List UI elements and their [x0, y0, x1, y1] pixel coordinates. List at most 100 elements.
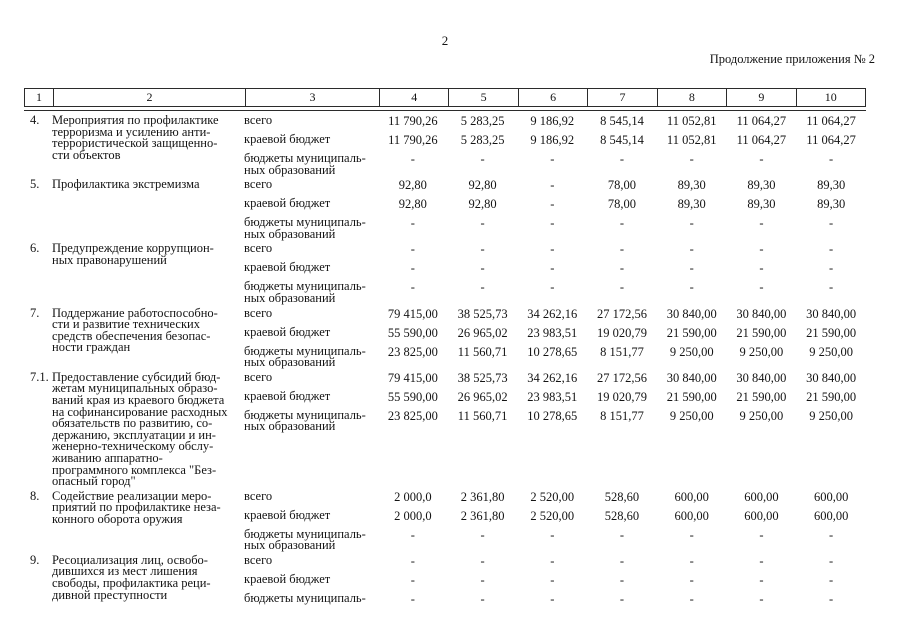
value-cell: 600,00 — [744, 489, 779, 504]
value-cell: 11 790,26 — [388, 114, 438, 128]
value-cell: 30 840,00 — [736, 370, 787, 385]
value-cell: 30 840,00 — [806, 370, 857, 385]
column-header: 7 — [587, 89, 656, 106]
value-cell: 9 250,00 — [669, 408, 714, 423]
value-cell: 79 415,00 — [387, 306, 438, 321]
value-cell: 5 283,25 — [460, 133, 505, 147]
row-title: Предупреждение коррупцион- ных правонару… — [52, 241, 214, 267]
value-cell: - — [480, 216, 485, 231]
budget-type-label: краевой бюджет — [244, 196, 331, 211]
budget-lines: всего 79 415,00 38 525,73 34 262,16 27 172,5… — [244, 305, 866, 369]
value-cell: 21 590,00 — [666, 325, 717, 340]
table-row: 7. Поддержание работоспособно- сти и разв… — [24, 305, 866, 369]
value-cell: 600,00 — [813, 489, 849, 504]
value-cell: 600,00 — [674, 508, 709, 523]
row-number: 6. — [30, 241, 40, 256]
value-cell: 19 020,79 — [596, 389, 647, 404]
value-cell: - — [480, 152, 485, 166]
budget-type-label: краевой бюджет — [244, 507, 331, 522]
row-number: 8. — [30, 488, 40, 503]
value-cell: - — [550, 178, 555, 193]
budget-type-label: краевой бюджет — [244, 260, 331, 275]
value-cell: 92,80 — [398, 178, 427, 193]
value-cell: - — [550, 280, 555, 295]
table-header-underline — [24, 109, 866, 111]
value-cell: 89,30 — [677, 178, 706, 193]
value-cell: 9 250,00 — [809, 344, 854, 359]
budget-line: всего 79 415,00 38 525,73 34 262,16 27 172,5… — [244, 370, 866, 391]
value-cell: 11 064,27 — [806, 133, 856, 147]
row-title: Профилактика экстремизма — [52, 177, 200, 192]
value-cell: 2 520,00 — [530, 489, 575, 504]
value-cell: - — [619, 280, 625, 295]
row-title: Содействие реализации меро- приятий по п… — [52, 488, 221, 526]
value-cell: - — [829, 242, 834, 257]
budget-lines: всего - - - - - - - краевой бюджет - - - - - - - бюджеты… — [244, 553, 866, 612]
value-cell: - — [410, 216, 415, 231]
value-cell: - — [619, 152, 625, 166]
budget-type-label: бюджеты муниципаль- ных образований — [244, 151, 366, 177]
value-cell: 38 525,73 — [457, 306, 508, 321]
value-cell: - — [480, 572, 485, 587]
budget-lines: всего 79 415,00 38 525,73 34 262,16 27 172,5… — [244, 370, 866, 488]
budget-type-label: всего — [244, 488, 273, 503]
value-cell: 92,80 — [468, 178, 497, 193]
budget-type-label: всего — [244, 305, 273, 320]
budget-type-label: всего — [244, 241, 273, 256]
budget-line: краевой бюджет 55 590,00 26 965,02 23 983,5… — [244, 389, 866, 410]
budget-line: всего 79 415,00 38 525,73 34 262,16 27 172,5… — [244, 305, 866, 327]
value-cell: 89,30 — [747, 197, 776, 212]
value-cell: 89,30 — [747, 178, 776, 193]
value-cell: - — [829, 261, 834, 276]
value-cell: 92,80 — [468, 197, 497, 212]
row-title: Поддержание работоспособно- сти и развит… — [52, 305, 218, 355]
column-header: 6 — [517, 89, 587, 106]
budget-line: бюджеты муниципаль- - - - - - - - — [244, 591, 866, 612]
budget-lines: всего 92,80 92,80 - 78,00 89,30 89,30 89,30 крае… — [244, 177, 866, 241]
value-cell: - — [829, 280, 834, 295]
budget-line: краевой бюджет - - - - - - - — [244, 572, 866, 593]
value-cell: - — [550, 553, 555, 568]
value-cell: - — [829, 527, 834, 542]
column-header: 5 — [448, 89, 517, 106]
row-number: 5. — [30, 177, 40, 192]
value-cell: 600,00 — [744, 508, 779, 523]
continuation-note: Продолжение приложения № 2 — [709, 52, 875, 66]
budget-type-label: бюджеты муниципаль- ных образований — [244, 215, 366, 241]
value-cell: - — [759, 572, 764, 587]
budget-line: бюджеты муниципаль- ных образований - - - - -… — [244, 151, 866, 177]
value-cell: - — [619, 261, 625, 276]
value-cell: 9 186,92 — [530, 133, 575, 147]
value-cell: - — [480, 261, 485, 276]
value-cell: - — [550, 216, 555, 231]
value-cell: 30 840,00 — [736, 306, 787, 321]
value-cell: - — [550, 591, 555, 606]
value-cell: 528,60 — [604, 508, 640, 523]
value-cell: 8 545,14 — [600, 133, 644, 147]
value-cell: - — [829, 152, 834, 166]
table-row: 8. Содействие реализации меро- приятий по… — [24, 488, 866, 553]
budget-line: всего 11 790,26 5 283,25 9 186,92 8 545,14 11… — [244, 114, 866, 134]
value-cell: 11 560,71 — [457, 408, 508, 423]
budget-line: краевой бюджет 55 590,00 26 965,02 23 983,5… — [244, 325, 866, 346]
value-cell: - — [619, 572, 625, 587]
value-cell: 27 172,56 — [596, 306, 647, 321]
value-cell: 30 840,00 — [666, 370, 717, 385]
value-cell: - — [689, 553, 694, 568]
value-cell: - — [689, 216, 694, 231]
value-cell: 34 262,16 — [527, 370, 578, 385]
value-cell: 78,00 — [607, 178, 637, 193]
budget-line: всего 2 000,0 2 361,80 2 520,00 528,60 600,00… — [244, 488, 866, 510]
budget-line: всего - - - - - - - — [244, 241, 866, 262]
row-title: Мероприятия по профилактике терроризма и… — [52, 113, 219, 162]
budget-type-label: бюджеты муниципаль- ных образований — [244, 526, 366, 553]
table-row: 4. Мероприятия по профилактике терроризма… — [24, 113, 866, 177]
budget-line: бюджеты муниципаль- ных образований - - - - -… — [244, 526, 866, 553]
row-title: Предоставление субсидий бюд- жетам муниц… — [52, 369, 228, 489]
value-cell: 11 052,81 — [666, 133, 717, 147]
value-cell: 78,00 — [607, 197, 637, 212]
row-number: 7.1. — [30, 369, 49, 384]
value-cell: - — [480, 280, 485, 295]
value-cell: - — [619, 216, 625, 231]
budget-type-label: всего — [244, 177, 273, 192]
